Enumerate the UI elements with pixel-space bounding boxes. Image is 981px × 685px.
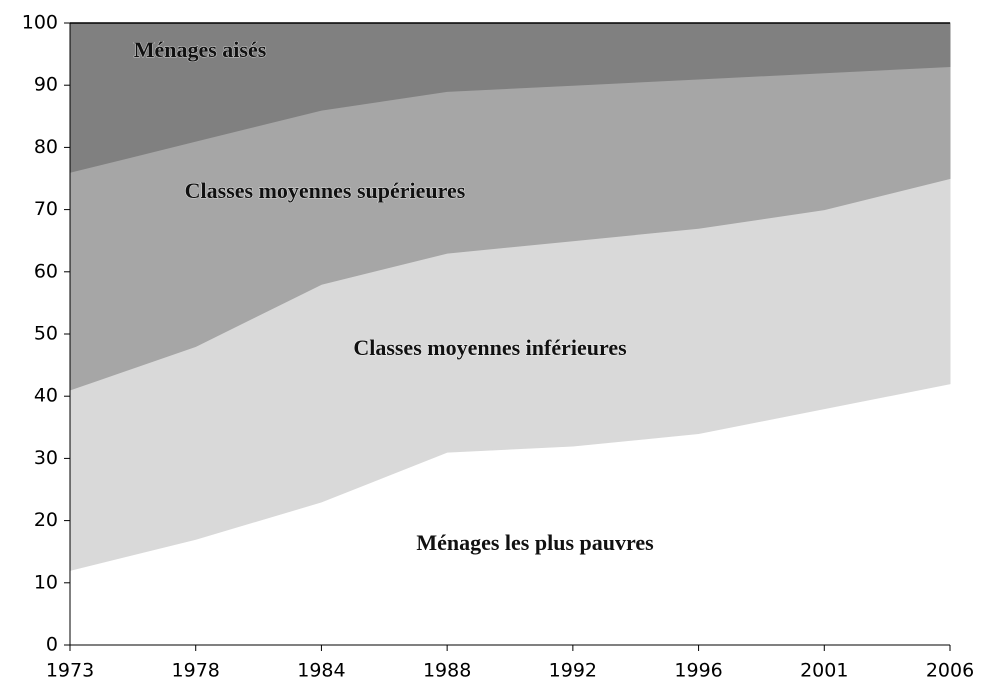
y-tick-label: 40 [34,385,58,407]
area-label: Classes moyennes inférieures [353,335,627,360]
y-tick-label: 100 [22,12,58,34]
y-tick-label: 90 [34,74,58,96]
area-label: Classes moyennes supérieures [185,178,466,203]
x-tick-label: 2006 [926,660,974,682]
x-tick-label: 1996 [674,660,722,682]
y-tick-label: 0 [46,634,58,656]
y-tick-label: 80 [34,136,58,158]
x-tick-label: 1992 [549,660,597,682]
y-tick-label: 70 [34,198,58,220]
x-tick-label: 1978 [172,660,220,682]
x-tick-label: 1973 [46,660,94,682]
area-label: Ménages aisés [134,37,267,62]
y-tick-label: 60 [34,260,58,282]
x-tick-label: 1984 [297,660,345,682]
y-tick-label: 30 [34,447,58,469]
x-tick-label: 1988 [423,660,471,682]
area-label: Ménages les plus pauvres [416,530,654,555]
y-tick-label: 50 [34,323,58,345]
x-tick-label: 2001 [800,660,848,682]
y-tick-label: 20 [34,509,58,531]
y-tick-label: 10 [34,571,58,593]
